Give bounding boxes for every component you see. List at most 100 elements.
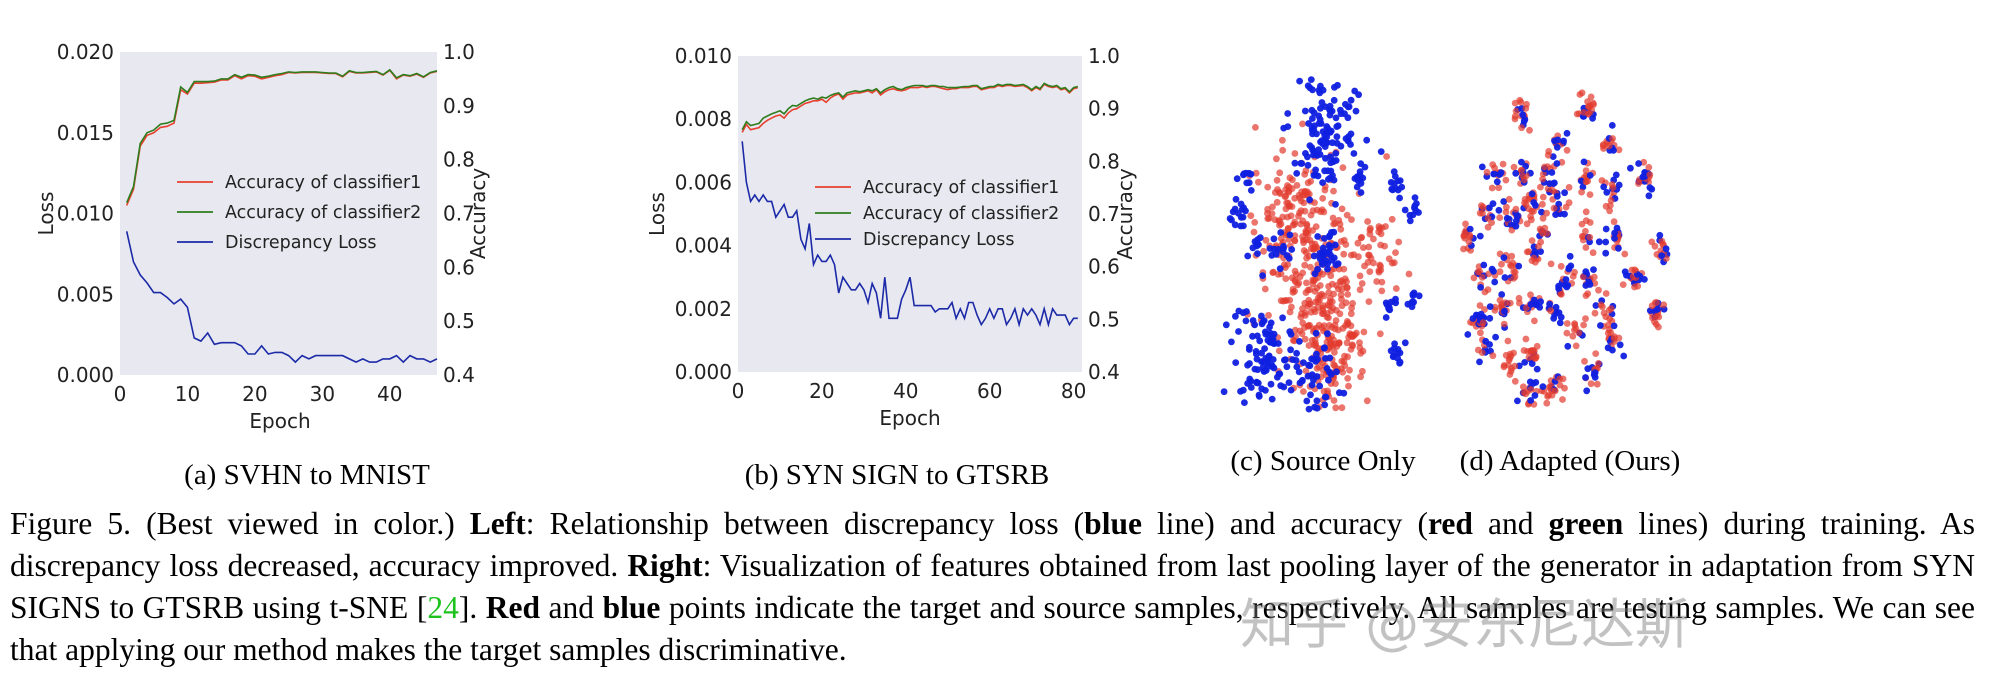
tsne-point-target — [1375, 267, 1383, 274]
tsne-point-source — [1270, 235, 1278, 243]
y-right-tick-label: 0.4 — [443, 363, 475, 387]
tsne-point-target — [1523, 248, 1531, 256]
tsne-point-source — [1307, 391, 1314, 399]
tsne-point-source — [1298, 377, 1306, 385]
tsne-point-source — [1477, 284, 1484, 291]
tsne-point-target — [1645, 164, 1653, 171]
tsne-point-source — [1258, 320, 1266, 328]
y-left-tick-label: 0.004 — [675, 234, 732, 258]
tsne-point-target — [1477, 329, 1484, 337]
tsne-point-target — [1343, 284, 1351, 292]
tsne-point-target — [1584, 110, 1592, 118]
tsne-point-target — [1291, 326, 1299, 334]
tsne-point-target — [1373, 278, 1381, 285]
tsne-point-target — [1499, 160, 1507, 168]
tsne-point-source — [1478, 163, 1486, 171]
tsne-point-target — [1478, 274, 1486, 281]
tsne-point-source — [1553, 160, 1561, 167]
tsne-point-source — [1228, 338, 1235, 346]
tsne-point-source — [1466, 225, 1474, 233]
x-tick-label: 20 — [242, 382, 267, 406]
tsne-point-target — [1299, 120, 1306, 128]
tsne-point-source — [1595, 238, 1603, 246]
tsne-point-source — [1355, 91, 1362, 99]
tsne-point-target — [1300, 199, 1308, 207]
tsne-point-target — [1565, 184, 1573, 191]
tsne-point-source — [1249, 244, 1257, 252]
tsne-point-target — [1462, 220, 1469, 228]
tsne-point-source — [1254, 250, 1261, 257]
tsne-point-target — [1340, 358, 1348, 365]
tsne-point-target — [1509, 259, 1517, 267]
tsne-point-source — [1239, 386, 1247, 394]
tsne-point-target — [1300, 247, 1308, 254]
tsne-point-source — [1597, 322, 1604, 329]
tsne-point-target — [1311, 336, 1319, 344]
tsne-point-source — [1261, 345, 1268, 352]
tsne-point-target — [1301, 261, 1309, 269]
tsne-point-source — [1319, 179, 1326, 187]
tsne-point-target — [1356, 339, 1363, 347]
tsne-point-target — [1346, 330, 1354, 338]
caption-segment: : Visualization of features obtained fro… — [10, 548, 1976, 625]
tsne-point-target — [1271, 216, 1279, 224]
tsne-point-source — [1476, 232, 1484, 240]
tsne-point-source — [1579, 183, 1587, 191]
tsne-point-source — [1295, 368, 1303, 376]
tsne-point-source — [1228, 216, 1235, 224]
tsne-point-target — [1528, 237, 1536, 245]
tsne-point-target — [1607, 197, 1615, 204]
tsne-point-source — [1412, 207, 1420, 215]
x-tick-label: 0 — [732, 379, 745, 403]
tsne-point-target — [1608, 181, 1616, 188]
citation-link[interactable]: 24 — [427, 590, 459, 625]
series-line-discrepancy-loss — [125, 231, 438, 364]
tsne-point-source — [1333, 133, 1341, 141]
tsne-point-source — [1411, 194, 1419, 202]
tsne-point-target — [1286, 308, 1294, 316]
y-right-tick-label: 1.0 — [443, 40, 475, 64]
tsne-point-source — [1232, 359, 1240, 366]
tsne-point-target — [1301, 312, 1309, 319]
tsne-point-target — [1364, 218, 1371, 225]
tsne-point-source — [1241, 399, 1248, 406]
y-left-axis-label: Loss — [645, 192, 669, 236]
caption-segment: ]. — [458, 590, 486, 625]
tsne-point-source — [1242, 317, 1250, 325]
tsne-point-target — [1599, 303, 1606, 311]
tsne-point-source — [1316, 151, 1324, 158]
tsne-point-source — [1305, 405, 1313, 413]
tsne-point-target — [1315, 321, 1323, 329]
tsne-point-source — [1303, 397, 1311, 405]
tsne-point-source — [1279, 248, 1287, 256]
tsne-point-target — [1563, 329, 1571, 337]
tsne-point-target — [1363, 397, 1371, 405]
tsne-point-source — [1246, 170, 1254, 178]
tsne-point-source — [1591, 373, 1599, 381]
tsne-point-source — [1311, 148, 1318, 156]
tsne-point-source — [1527, 397, 1535, 404]
tsne-point-source — [1356, 171, 1364, 179]
tsne-point-source — [1552, 303, 1560, 311]
tsne-point-source — [1249, 332, 1256, 340]
tsne-point-source — [1243, 179, 1251, 187]
tsne-point-target — [1330, 187, 1337, 195]
tsne-point-source — [1329, 139, 1336, 147]
tsne-point-source — [1235, 307, 1243, 315]
tsne-point-target — [1474, 268, 1482, 276]
tsne-point-target — [1481, 306, 1488, 313]
tsne-point-source — [1589, 115, 1596, 122]
tsne-point-source — [1345, 103, 1353, 111]
tsne-point-target — [1653, 312, 1661, 320]
tsne-point-target — [1358, 233, 1366, 241]
tsne-point-source — [1331, 83, 1338, 91]
tsne-point-source — [1332, 114, 1340, 122]
tsne-point-source — [1328, 256, 1336, 264]
tsne-point-source — [1310, 252, 1318, 260]
tsne-point-target — [1320, 310, 1327, 318]
tsne-point-target — [1559, 396, 1566, 403]
tsne-point-target — [1500, 362, 1508, 369]
tsne-point-source — [1553, 144, 1561, 151]
tsne-point-source — [1324, 265, 1331, 273]
tsne-point-target — [1378, 278, 1386, 286]
